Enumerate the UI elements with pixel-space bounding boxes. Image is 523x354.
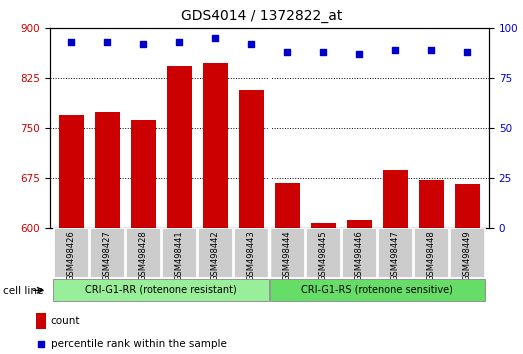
Bar [378, 228, 413, 278]
Bar [162, 228, 197, 278]
Text: count: count [51, 316, 80, 326]
Bar [275, 183, 300, 354]
Bar [455, 184, 480, 354]
Text: GSM498441: GSM498441 [175, 230, 184, 281]
Point [427, 47, 436, 53]
Bar [347, 220, 372, 354]
Text: GSM498427: GSM498427 [103, 230, 112, 281]
Bar [311, 223, 336, 354]
Point [175, 40, 184, 45]
Point [319, 50, 327, 55]
Text: cell line: cell line [3, 286, 43, 296]
Text: GSM498449: GSM498449 [463, 230, 472, 281]
Point [37, 341, 45, 347]
Point [67, 40, 75, 45]
Bar [238, 90, 264, 354]
Bar [167, 66, 192, 354]
Bar [131, 120, 156, 354]
Point [247, 41, 256, 47]
Bar [414, 228, 449, 278]
Text: GSM498442: GSM498442 [211, 230, 220, 281]
Point [211, 35, 220, 41]
Bar [342, 228, 377, 278]
Bar [36, 313, 46, 329]
Bar [234, 228, 269, 278]
Bar [54, 228, 89, 278]
Text: GSM498428: GSM498428 [139, 230, 148, 281]
Text: GDS4014 / 1372822_at: GDS4014 / 1372822_at [181, 9, 342, 23]
Bar [383, 170, 408, 354]
Text: GSM498446: GSM498446 [355, 230, 364, 281]
Text: CRI-G1-RR (rotenone resistant): CRI-G1-RR (rotenone resistant) [85, 285, 237, 295]
Text: GSM498443: GSM498443 [247, 230, 256, 281]
Text: CRI-G1-RS (rotenone sensitive): CRI-G1-RS (rotenone sensitive) [301, 285, 453, 295]
Point [463, 50, 472, 55]
Point [391, 47, 400, 53]
Point [103, 40, 111, 45]
Point [139, 41, 147, 47]
Bar [95, 112, 120, 354]
Bar [419, 180, 444, 354]
Bar [89, 228, 125, 278]
Bar [306, 228, 341, 278]
Text: GSM498448: GSM498448 [427, 230, 436, 281]
Bar [126, 228, 161, 278]
Text: percentile rank within the sample: percentile rank within the sample [51, 339, 226, 349]
Text: GSM498447: GSM498447 [391, 230, 400, 281]
Point [355, 51, 363, 57]
Text: GSM498445: GSM498445 [319, 230, 328, 281]
Point [283, 50, 291, 55]
Bar [450, 228, 485, 278]
Bar [53, 279, 269, 302]
Text: GSM498444: GSM498444 [283, 230, 292, 281]
Bar [270, 228, 305, 278]
Bar [270, 279, 485, 302]
Bar [198, 228, 233, 278]
Bar [59, 115, 84, 354]
Bar [203, 63, 228, 354]
Text: GSM498426: GSM498426 [67, 230, 76, 281]
